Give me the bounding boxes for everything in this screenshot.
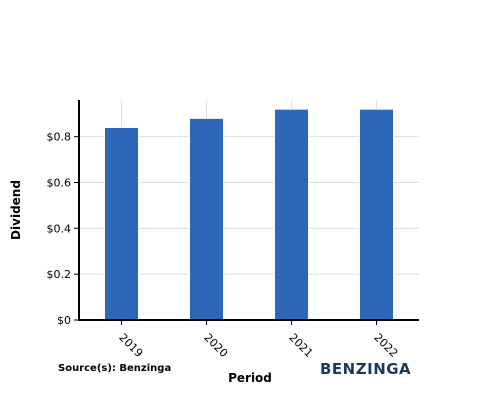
- y-tick-label: $0.8: [47, 131, 72, 144]
- bar-2022: [359, 108, 394, 321]
- x-tick-label: 2022: [371, 331, 400, 360]
- bar-2019: [104, 127, 139, 321]
- y-tick-label: $0.6: [47, 177, 72, 190]
- benzinga-logo: BENZINGA: [320, 360, 412, 378]
- bar-2020: [189, 117, 224, 321]
- bars: [104, 108, 394, 321]
- y-tick-labels: $0 $0.2 $0.4 $0.6 $0.8: [47, 131, 72, 327]
- x-axis-title: Period: [228, 371, 272, 385]
- y-axis-title: Dividend: [9, 180, 23, 240]
- y-tick-label: $0.4: [47, 222, 72, 235]
- x-tick-labels: 2019 2020 2021 2022: [116, 331, 400, 360]
- bar-2021: [274, 108, 309, 321]
- x-tick-label: 2021: [286, 331, 315, 360]
- source-label: Source(s): Benzinga: [58, 363, 172, 374]
- y-tick-label: $0: [57, 314, 71, 327]
- x-tick-label: 2019: [116, 331, 145, 360]
- x-tick-label: 2020: [201, 331, 230, 360]
- axes: [74, 100, 419, 325]
- y-tick-label: $0.2: [47, 268, 72, 281]
